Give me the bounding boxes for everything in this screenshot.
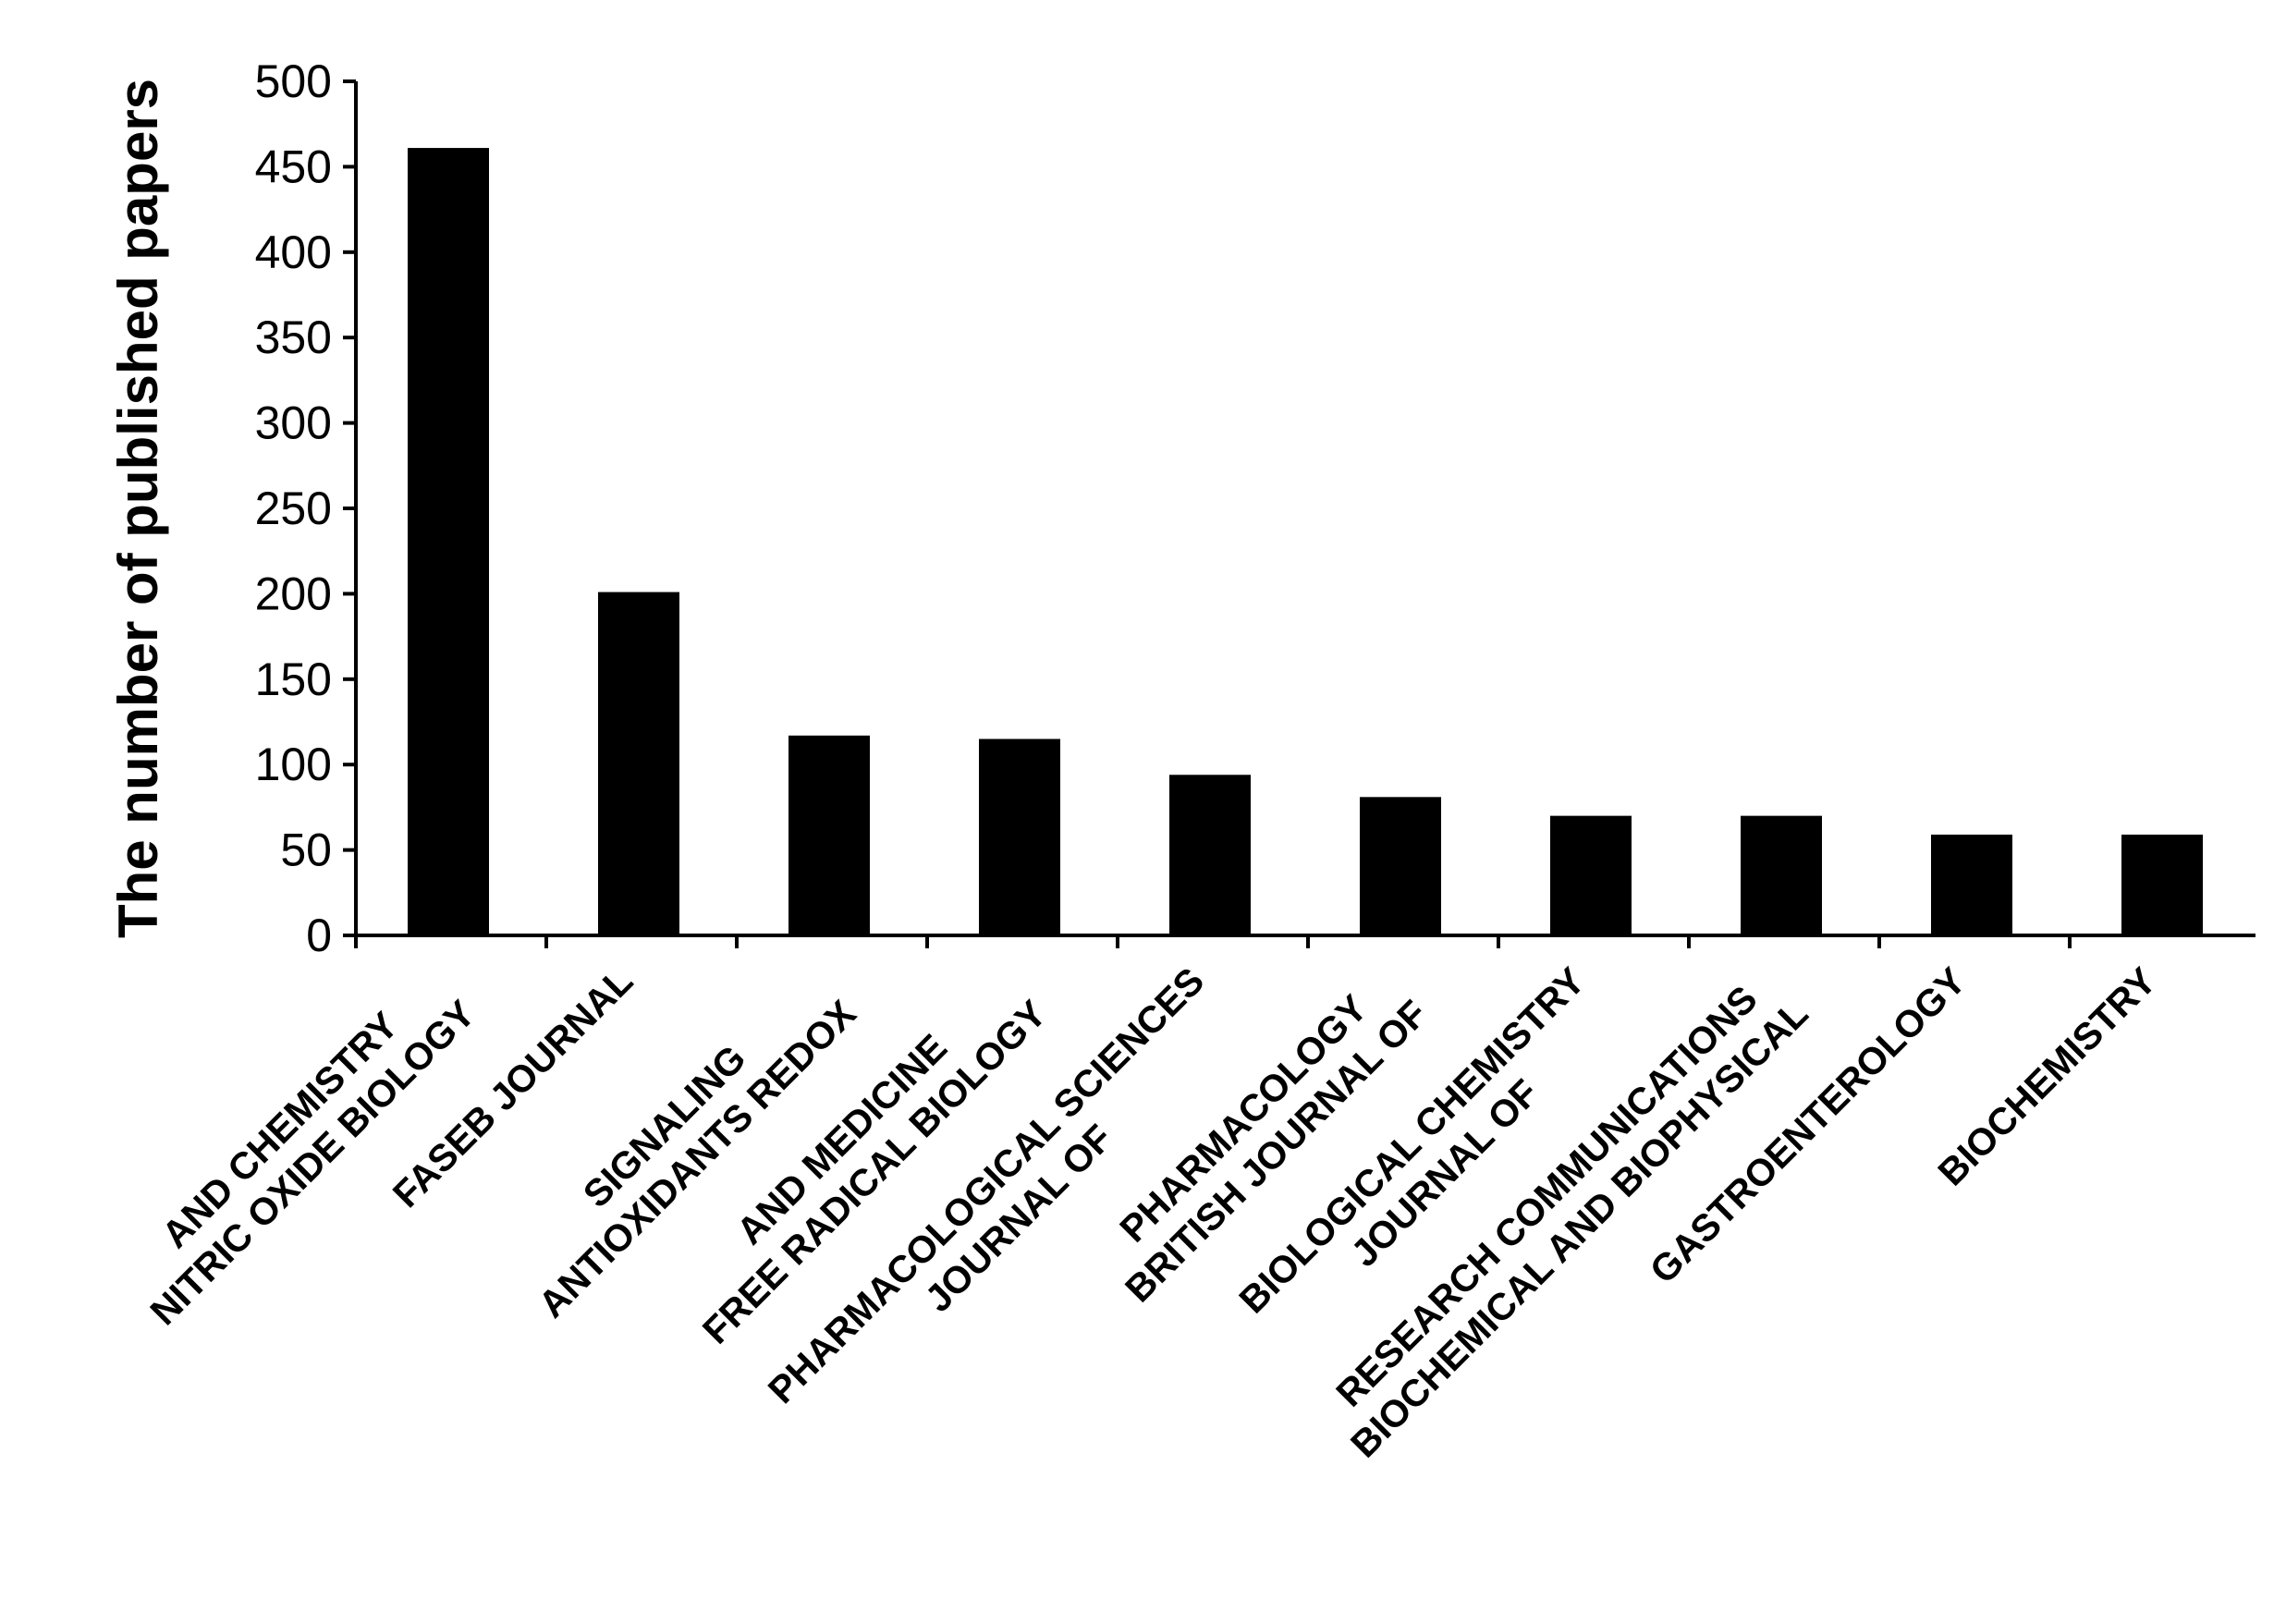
bar bbox=[408, 148, 489, 935]
y-tick-label: 50 bbox=[280, 824, 332, 876]
bar bbox=[979, 739, 1060, 935]
bar bbox=[598, 592, 679, 935]
y-tick-label: 150 bbox=[255, 653, 332, 705]
bar bbox=[2121, 834, 2203, 935]
y-axis-title: The number of published papers bbox=[107, 79, 169, 938]
bar bbox=[1741, 815, 1822, 935]
y-tick-label: 300 bbox=[255, 397, 332, 449]
y-tick-label: 500 bbox=[255, 55, 332, 107]
y-tick-label: 100 bbox=[255, 739, 332, 790]
y-tick-label: 450 bbox=[255, 140, 332, 192]
bars bbox=[408, 148, 2203, 935]
y-tick-label: 0 bbox=[306, 910, 332, 961]
y-tick-label: 200 bbox=[255, 568, 332, 619]
y-axis-ticks: 0 50 100 150 200 250 300 350 400 450 500 bbox=[255, 55, 356, 961]
y-tick-label: 350 bbox=[255, 311, 332, 363]
bar bbox=[1931, 834, 2012, 935]
bar bbox=[1550, 815, 1632, 935]
x-axis-ticks bbox=[354, 935, 2072, 948]
y-tick-label: 400 bbox=[255, 226, 332, 278]
y-tick-label: 250 bbox=[255, 482, 332, 534]
bar bbox=[788, 735, 870, 935]
bar bbox=[1360, 797, 1441, 935]
bar bbox=[1169, 775, 1251, 935]
